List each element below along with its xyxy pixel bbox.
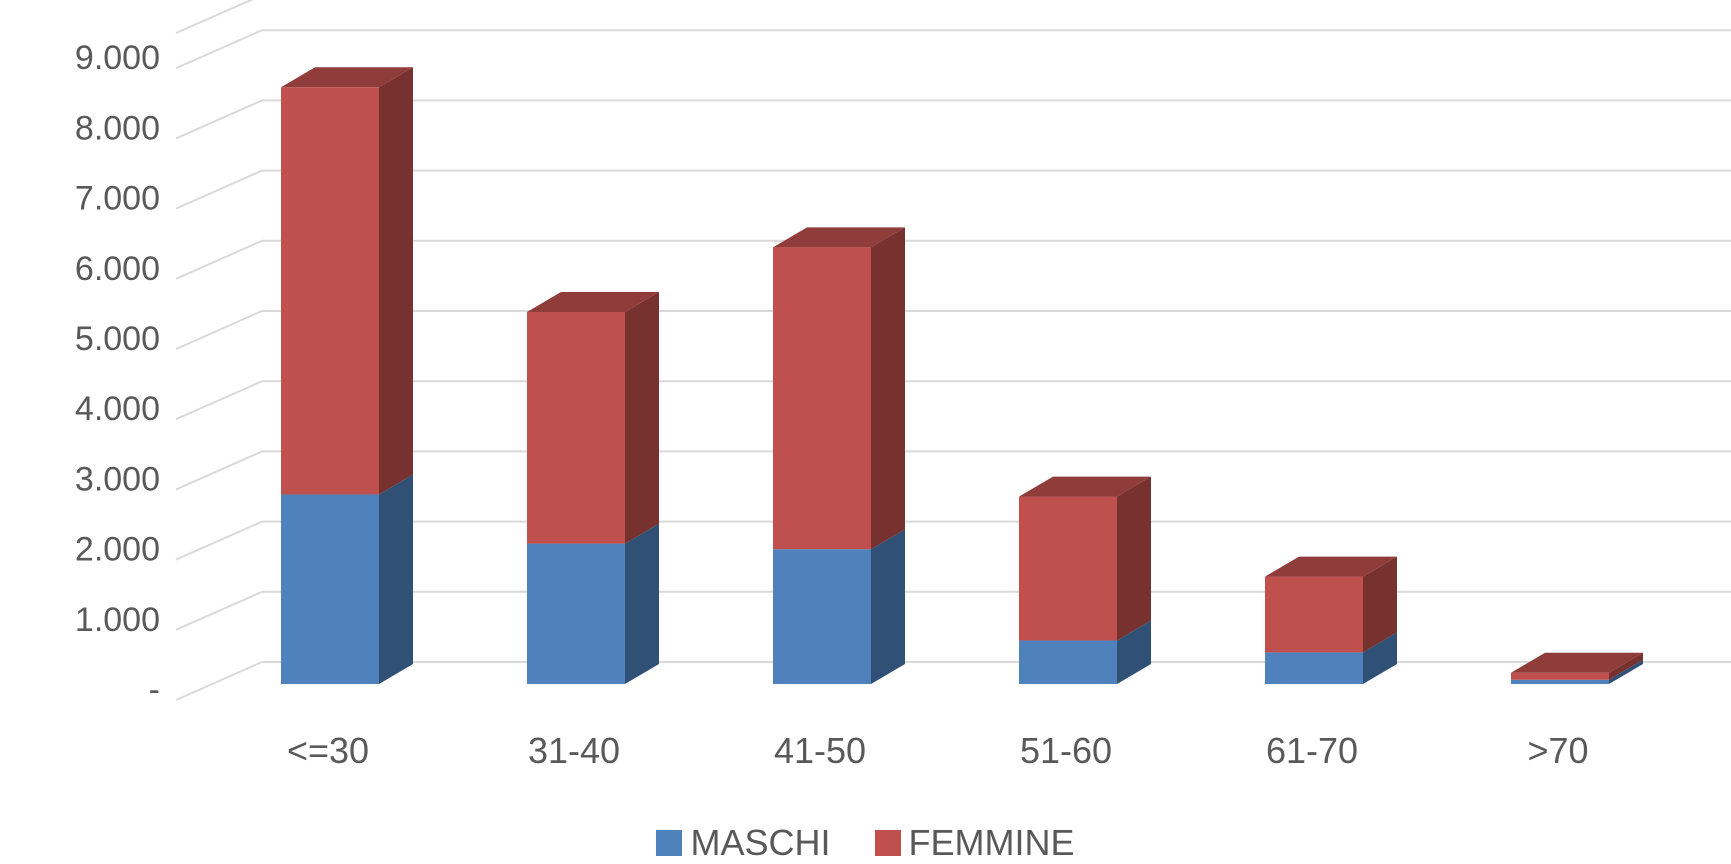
gridline-diagonal	[175, 99, 263, 140]
gridline-diagonal	[175, 29, 263, 70]
bar-femmine-side	[871, 227, 905, 550]
x-tick-label: 61-70	[1266, 730, 1358, 771]
bar-femmine-side	[1363, 556, 1397, 653]
bar-maschi-side	[1117, 620, 1151, 684]
bar-femmine-front	[1019, 496, 1117, 641]
y-tick-label: 9.000	[75, 39, 160, 77]
x-tick-label: 31-40	[528, 730, 620, 771]
x-axis-tick-labels: <=30 31-40 41-50 51-60 61-70 >70	[287, 730, 1589, 771]
y-axis-tick-labels: - 1.000 2.000 3.000 4.000 5.000 6.000 7.000 8.00…	[75, 39, 160, 709]
bar-maschi-front	[773, 549, 871, 684]
bar-maschi-front	[1265, 652, 1363, 684]
y-tick-label: 2.000	[75, 531, 160, 569]
bar-femmine-side	[625, 291, 659, 544]
gridlines	[175, 0, 1731, 701]
y-tick-label: 1.000	[75, 601, 160, 639]
y-tick-label: 6.000	[75, 250, 160, 288]
x-tick-label: 41-50	[774, 730, 866, 771]
bars	[281, 67, 1643, 684]
legend-item-femmine: FEMMINE	[874, 822, 1075, 864]
gridline-diagonal	[175, 239, 263, 280]
bar-femmine-top	[1019, 476, 1151, 497]
y-tick-label: 3.000	[75, 460, 160, 498]
gridline-diagonal	[175, 380, 263, 421]
gridline-diagonal	[175, 520, 263, 561]
legend-swatch-femmine	[874, 830, 901, 856]
bar-maschi-side	[1609, 659, 1643, 684]
bar-femmine-side	[1609, 652, 1643, 680]
bar-femmine-top	[773, 227, 905, 248]
bar-femmine-top	[1511, 652, 1643, 673]
y-tick-label: 4.000	[75, 390, 160, 428]
bar-femmine-side	[1117, 476, 1151, 641]
bar-maschi-front	[281, 494, 379, 684]
gridline-diagonal	[175, 310, 263, 350]
bar-femmine-side	[379, 67, 413, 495]
bar-maschi-side	[379, 474, 413, 684]
legend-label-femmine: FEMMINE	[908, 822, 1075, 863]
bar-maschi-side	[871, 529, 905, 684]
x-tick-label: 51-60	[1020, 730, 1112, 771]
gridline-diagonal	[175, 0, 254, 35]
y-tick-label: -	[149, 671, 160, 709]
bar-femmine-front	[527, 311, 625, 544]
bar-maschi-front	[1511, 679, 1609, 684]
x-tick-label: <=30	[287, 730, 369, 771]
y-tick-label: 8.000	[75, 109, 160, 147]
gridline-diagonal	[175, 169, 263, 210]
legend: MASCHI FEMMINE	[0, 822, 1731, 864]
bar-femmine-front	[773, 247, 871, 550]
gridline-diagonal	[175, 450, 263, 491]
bar-maschi-front	[527, 543, 625, 684]
bar-maschi-side	[625, 523, 659, 684]
legend-item-maschi: MASCHI	[656, 822, 831, 864]
legend-label-maschi: MASCHI	[690, 822, 831, 863]
bar-femmine-top	[527, 291, 659, 312]
y-tick-label: 7.000	[75, 180, 160, 218]
gridline-diagonal	[175, 661, 263, 701]
bar-femmine-top	[281, 67, 413, 88]
bar-femmine-top	[1265, 556, 1397, 577]
legend-swatch-maschi	[656, 830, 683, 856]
bar-femmine-front	[1265, 576, 1363, 653]
bar-maschi-front	[1019, 640, 1117, 684]
bar-femmine-front	[1511, 672, 1609, 680]
bar-maschi-side	[1363, 632, 1397, 684]
gridline-diagonal	[175, 590, 263, 631]
bar-femmine-front	[281, 87, 379, 495]
y-tick-label: 5.000	[75, 320, 160, 358]
x-tick-label: >70	[1527, 730, 1588, 771]
